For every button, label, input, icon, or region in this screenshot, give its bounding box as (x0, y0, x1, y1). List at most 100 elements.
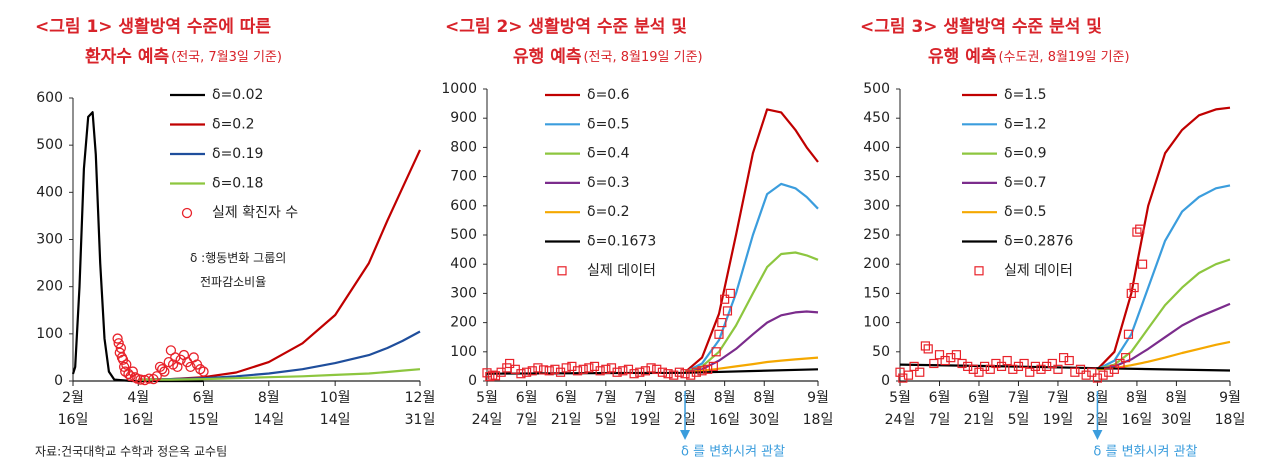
legend-label: δ=0.18 (212, 176, 263, 192)
data-point (1030, 361, 1040, 371)
data-point (996, 361, 1007, 371)
y-tick-label: 1000 (441, 81, 477, 97)
data-point (1058, 353, 1069, 363)
x-tick-label: 5월 24일 (885, 390, 916, 428)
legend-label: δ=0.7 (1004, 175, 1047, 191)
legend-label: δ=0.2876 (1004, 234, 1073, 250)
data-point (909, 361, 919, 371)
y-tick-label: 200 (36, 279, 63, 295)
data-point (1036, 364, 1046, 374)
data-point (629, 369, 639, 379)
y-tick-label: 600 (36, 90, 63, 106)
data-point (1081, 370, 1091, 380)
legend-label: δ=0.5 (1004, 204, 1047, 220)
y-tick-label: 150 (863, 285, 890, 301)
data-point (185, 361, 196, 373)
x-tick-label: 8월 30일 (1161, 390, 1192, 428)
data-point (557, 266, 567, 276)
legend-label: δ=0.2 (212, 117, 255, 133)
data-point (980, 361, 990, 371)
data-point (711, 347, 721, 357)
y-tick-label: 0 (468, 373, 477, 389)
chart-title: 유행 예측 (수도권, 8월19일 기준) (928, 47, 1130, 67)
legend-label: δ=0.9 (1004, 146, 1047, 162)
annotation-arrowhead (680, 430, 691, 440)
annotation: δ 를 변화시켜 관찰 (1093, 445, 1197, 460)
data-point (112, 333, 123, 344)
series-line (684, 182, 819, 374)
series-line (1096, 184, 1231, 371)
data-point (680, 369, 690, 379)
y-tick-label: 500 (36, 137, 63, 153)
data-point (898, 373, 908, 383)
y-tick-label: 400 (36, 184, 63, 200)
data-point (920, 341, 930, 351)
y-tick-label: 500 (863, 81, 890, 97)
chart-title: <그림 1> 생활방역 수준에 따른 (35, 16, 271, 37)
data-point (1104, 367, 1114, 377)
x-tick-label: 9월 18일 (1215, 390, 1246, 428)
chart-title: 환자수 예측 (전국, 7월3일 기준) (85, 47, 282, 67)
series-line (1097, 258, 1231, 371)
legend-label: 실제 데이터 (587, 263, 656, 279)
data-point (151, 371, 162, 382)
y-tick-label: 250 (863, 227, 890, 243)
y-tick-label: 300 (36, 232, 63, 248)
data-point (1121, 353, 1131, 363)
y-tick-label: 900 (450, 110, 477, 126)
data-point (1002, 355, 1012, 366)
annotation: δ 를 변화시켜 관찰 (681, 445, 785, 460)
data-point (940, 355, 950, 366)
chart-title-main: 유행 예측 (513, 47, 582, 67)
data-point (963, 361, 973, 371)
data-point (974, 266, 984, 276)
y-tick-label: 700 (450, 169, 477, 185)
source: 자료:건국대학교 수학과 정은옥 교수팀 (35, 445, 227, 459)
data-point (1098, 370, 1108, 380)
x-tick-label: 8월 30일 (749, 390, 780, 428)
y-tick-label: 350 (863, 169, 890, 185)
data-point (1008, 364, 1018, 374)
data-point (505, 358, 515, 369)
legend-label: δ=0.1673 (587, 234, 656, 250)
data-point (1053, 364, 1063, 374)
data-point (1087, 367, 1097, 377)
data-point (1137, 259, 1148, 269)
data-point (725, 288, 735, 298)
data-point (595, 366, 605, 376)
data-point (929, 358, 939, 369)
data-point (1025, 367, 1035, 377)
x-tick-label: 10월 14일 (320, 390, 351, 428)
data-point (1135, 224, 1145, 234)
legend-label: δ=0.4 (587, 146, 630, 162)
data-point (527, 366, 537, 376)
x-tick-label: 8월 16일 (709, 390, 740, 428)
data-point (968, 364, 978, 374)
series-line (1097, 302, 1231, 371)
x-tick-label: 9월 18일 (803, 390, 834, 428)
chart-subtitle: (전국, 7월3일 기준) (171, 50, 282, 65)
y-tick-label: 50 (872, 344, 890, 360)
data-point (121, 359, 132, 370)
data-point (663, 369, 673, 379)
y-tick-label: 400 (863, 139, 890, 155)
data-point (717, 318, 727, 328)
y-tick-label: 450 (863, 110, 890, 126)
data-point (946, 353, 956, 363)
x-tick-label: 6월 7일 (516, 390, 538, 428)
data-point (703, 364, 713, 374)
y-tick-label: 100 (450, 344, 477, 360)
data-point (1092, 373, 1103, 383)
y-tick-label: 600 (450, 198, 477, 214)
chart-title-main: 환자수 예측 (85, 47, 169, 67)
x-tick-label: 7월 5일 (1008, 390, 1030, 428)
legend-label: δ=0.02 (212, 87, 263, 103)
series-line (684, 108, 819, 374)
y-tick-label: 0 (54, 373, 63, 389)
data-point (1047, 358, 1057, 369)
data-point (669, 370, 679, 380)
data-point (533, 363, 543, 373)
y-tick-label: 0 (881, 373, 890, 389)
